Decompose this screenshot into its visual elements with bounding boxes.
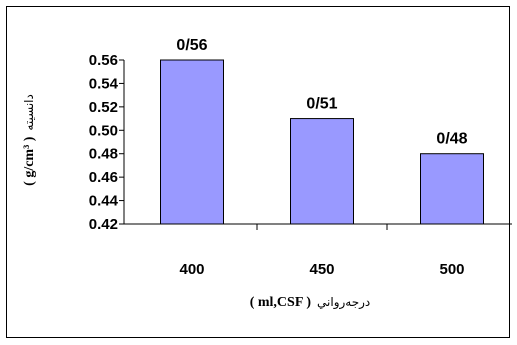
x-tick-label-500: 500 bbox=[439, 261, 464, 278]
y-axis-label-text: دانسيته bbox=[22, 94, 36, 130]
bar-500 bbox=[420, 153, 484, 225]
y-tick-label: 0.50 bbox=[89, 122, 118, 139]
y-axis-unit: ( g/cm³ ) bbox=[22, 136, 37, 186]
x-axis-title: ( ml,CSF ) درجه‌رواني bbox=[250, 295, 371, 310]
y-tick-label: 0.52 bbox=[89, 99, 118, 116]
x-axis-unit: ( ml,CSF ) bbox=[250, 295, 312, 310]
y-tick-label: 0.54 bbox=[89, 75, 119, 92]
y-tick-label: 0.44 bbox=[89, 193, 119, 210]
bars: 0/56 0/51 0/48 bbox=[160, 37, 484, 225]
x-tick-label-400: 400 bbox=[179, 261, 204, 278]
x-axis-label-text: درجه‌رواني bbox=[317, 295, 370, 310]
y-tick-label: 0.42 bbox=[89, 216, 118, 233]
data-label-450: 0/51 bbox=[306, 96, 337, 113]
y-tick-label: 0.48 bbox=[89, 146, 118, 163]
data-label-500: 0/48 bbox=[436, 131, 467, 148]
y-axis-title: ( g/cm³ ) دانسيته bbox=[22, 94, 37, 186]
y-tick-label: 0.56 bbox=[89, 52, 118, 69]
bar-450 bbox=[290, 118, 354, 225]
data-label-400: 0/56 bbox=[176, 37, 207, 54]
x-tick-label-450: 450 bbox=[309, 261, 334, 278]
x-axis-ticks: 400 450 500 bbox=[179, 224, 465, 278]
bar-400 bbox=[160, 59, 224, 225]
y-tick-label: 0.46 bbox=[89, 169, 118, 186]
y-axis-ticks: 0.42 0.44 0.46 0.48 0.50 0.52 0.54 0.56 bbox=[89, 52, 124, 233]
